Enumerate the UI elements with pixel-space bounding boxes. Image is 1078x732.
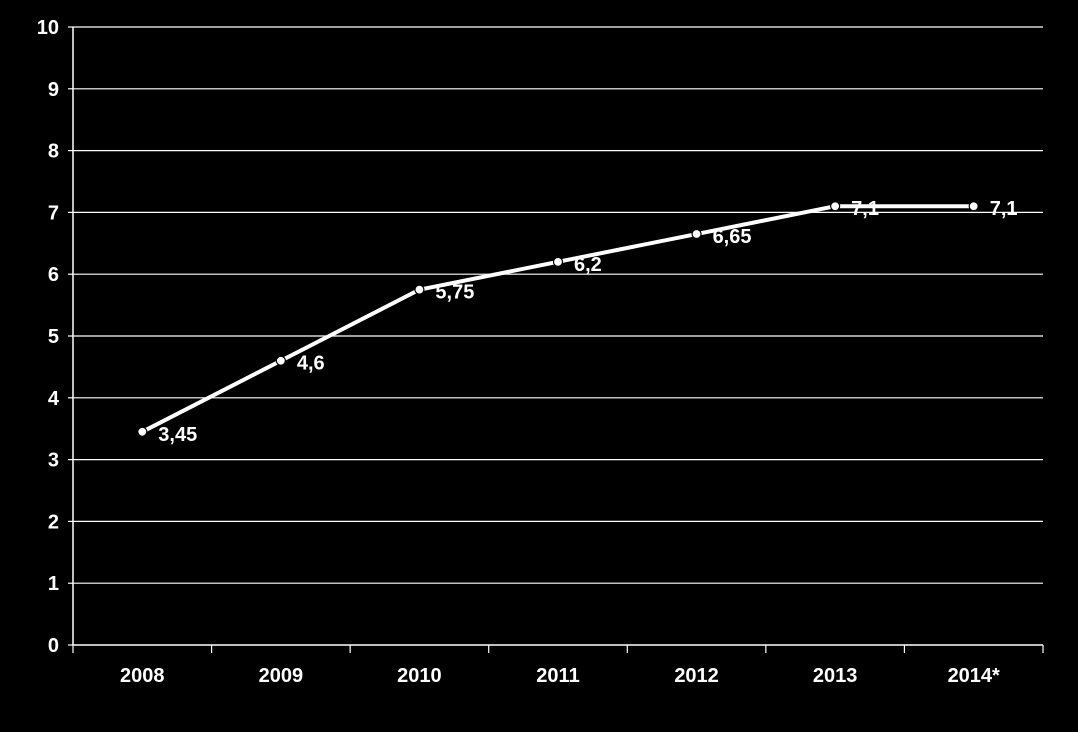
- data-labels: 3,45 4,6 5,75 6,2 6,65 7,1 7,1: [158, 198, 1017, 446]
- data-point: [968, 201, 979, 212]
- data-label: 6,2: [574, 254, 602, 276]
- y-tick-label: 0: [48, 635, 59, 657]
- data-label: 7,1: [851, 198, 879, 220]
- y-tick-label: 5: [48, 326, 59, 348]
- y-tick-label: 6: [48, 264, 59, 286]
- data-point: [137, 426, 148, 437]
- axes: [68, 26, 1044, 653]
- x-tick-label: 2010: [397, 665, 442, 687]
- series: [137, 201, 979, 437]
- y-tick-label: 10: [37, 17, 59, 39]
- y-tick-label: 8: [48, 141, 59, 163]
- data-point: [830, 201, 841, 212]
- data-point: [275, 355, 286, 366]
- data-label: 5,75: [435, 282, 474, 304]
- data-point: [691, 228, 702, 240]
- y-tick-label: 3: [48, 450, 59, 472]
- data-point: [414, 284, 425, 295]
- data-label: 7,1: [990, 198, 1018, 220]
- y-tick-label: 1: [48, 573, 59, 595]
- y-tick-label: 2: [48, 511, 59, 533]
- data-label: 3,45: [158, 424, 197, 446]
- x-tick-label: 2011: [536, 665, 579, 687]
- data-label: 6,65: [713, 226, 752, 248]
- gridlines: [73, 26, 1043, 584]
- y-tick-label: 7: [48, 202, 59, 224]
- data-label: 4,6: [297, 353, 325, 375]
- data-point: [552, 256, 564, 267]
- y-tick-label: 9: [48, 79, 59, 101]
- x-tick-labels: 2008 2009 2010 2011 2012 2013 2014*: [120, 665, 1000, 687]
- x-tick-label: 2009: [259, 665, 304, 687]
- x-tick-label: 2014*: [948, 665, 1000, 687]
- x-tick-label: 2012: [674, 665, 719, 687]
- y-tick-label: 4: [48, 388, 60, 410]
- x-tick-label: 2008: [120, 665, 165, 687]
- y-tick-labels: 0 1 2 3 4 5 6 7 8 9 10: [37, 17, 60, 657]
- x-tick-label: 2013: [813, 665, 858, 687]
